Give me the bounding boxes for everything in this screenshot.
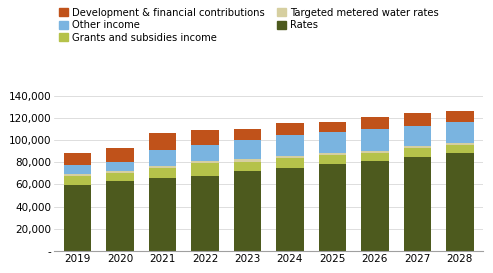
Bar [276, 135, 304, 156]
Bar [446, 153, 474, 251]
Bar [234, 162, 261, 171]
Bar [446, 145, 474, 153]
Bar [361, 153, 388, 161]
Bar [191, 145, 219, 161]
Bar [106, 148, 134, 162]
Bar [64, 185, 91, 251]
Bar [149, 168, 176, 178]
Bar [361, 151, 388, 153]
Bar [106, 181, 134, 251]
Bar [276, 123, 304, 135]
Bar [64, 174, 91, 176]
Bar [446, 143, 474, 145]
Bar [106, 162, 134, 171]
Bar [403, 148, 431, 157]
Bar [318, 164, 346, 251]
Bar [234, 140, 261, 159]
Bar [64, 165, 91, 174]
Bar [64, 176, 91, 185]
Bar [318, 153, 346, 155]
Bar [446, 122, 474, 143]
Bar [361, 161, 388, 251]
Bar [149, 133, 176, 150]
Bar [446, 111, 474, 122]
Bar [276, 168, 304, 251]
Bar [191, 161, 219, 163]
Bar [234, 129, 261, 140]
Bar [234, 159, 261, 162]
Bar [106, 173, 134, 181]
Bar [403, 157, 431, 251]
Bar [403, 113, 431, 126]
Bar [318, 132, 346, 153]
Bar [234, 171, 261, 251]
Bar [191, 130, 219, 145]
Bar [403, 126, 431, 146]
Bar [106, 171, 134, 173]
Bar [191, 176, 219, 251]
Bar [318, 155, 346, 164]
Bar [361, 117, 388, 129]
Bar [64, 153, 91, 165]
Bar [403, 146, 431, 148]
Bar [149, 178, 176, 251]
Bar [276, 158, 304, 168]
Bar [318, 122, 346, 132]
Bar [149, 150, 176, 165]
Bar [361, 129, 388, 151]
Bar [149, 165, 176, 168]
Bar [276, 156, 304, 158]
Bar [191, 163, 219, 176]
Legend: Development & financial contributions, Other income, Grants and subsidies income: Development & financial contributions, O… [59, 8, 439, 43]
